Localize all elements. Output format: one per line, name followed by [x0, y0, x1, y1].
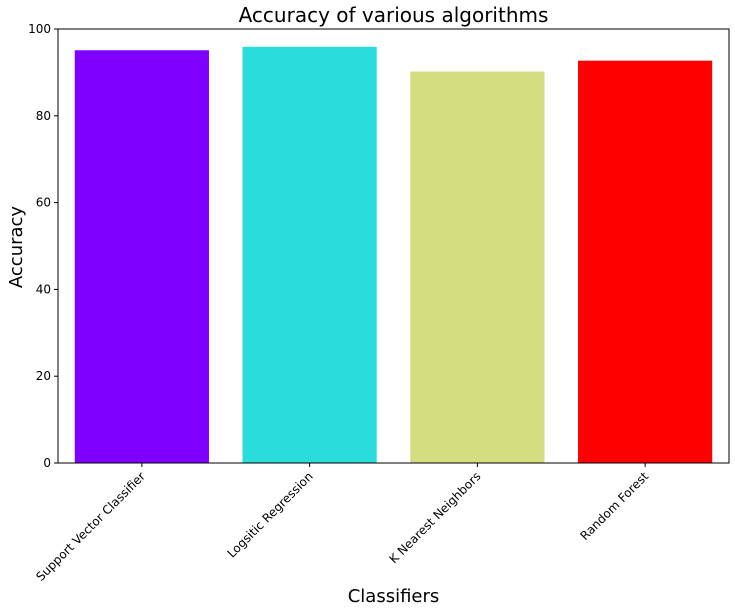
bar-3: [578, 60, 713, 463]
bar-0: [74, 50, 209, 464]
y-tick-label: 40: [36, 282, 51, 296]
y-axis-ticks: 0 20 40 60 80 100: [28, 22, 58, 470]
x-tick-label: K Nearest Neighbors: [386, 469, 483, 566]
x-axis-ticks: Support Vector Classifier Logsitic Regres…: [33, 463, 651, 584]
x-tick-label: Support Vector Classifier: [33, 469, 148, 584]
y-axis-title: Accuracy: [6, 206, 27, 289]
bar-1: [242, 46, 377, 463]
y-tick-label: 80: [36, 109, 51, 123]
chart-title: Accuracy of various algorithms: [239, 3, 549, 27]
y-tick-label: 60: [36, 196, 51, 210]
y-tick-label: 100: [28, 22, 51, 36]
plot-frame: [57, 28, 730, 464]
x-axis-title: Classifiers: [348, 586, 440, 607]
y-tick-label: 20: [36, 369, 51, 383]
x-tick-label: Random Forest: [577, 469, 651, 543]
y-tick-label: 0: [43, 456, 51, 470]
bar-2: [410, 71, 545, 464]
x-tick-label: Logsitic Regression: [224, 469, 315, 560]
bars-group: [74, 46, 713, 464]
